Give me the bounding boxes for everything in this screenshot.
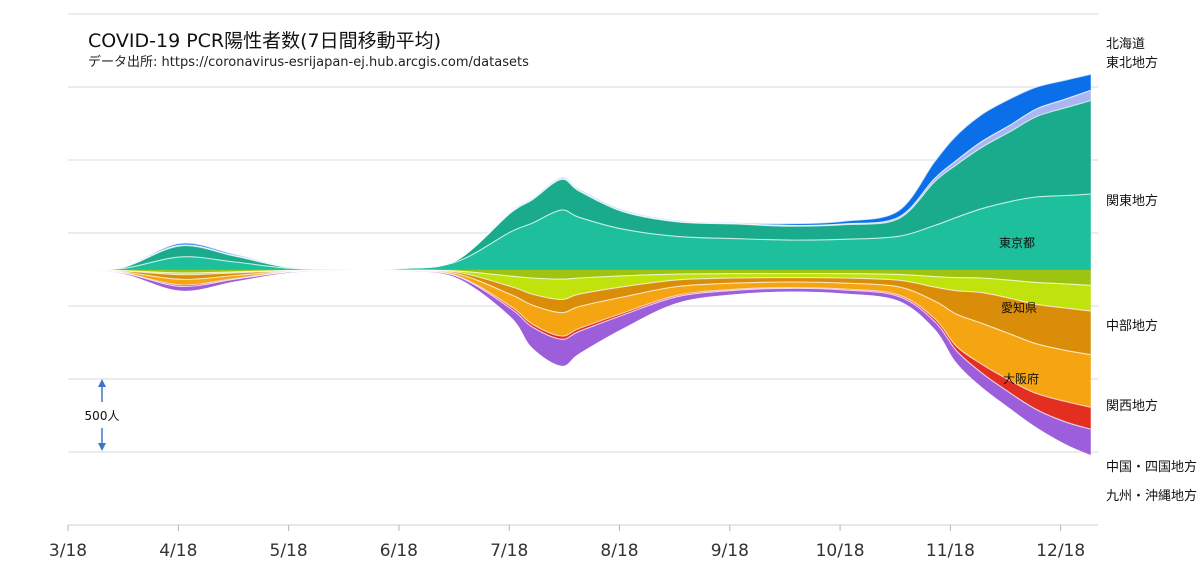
region-label: 東北地方 [1106, 55, 1158, 71]
x-tick-label: 4/18 [159, 541, 197, 561]
series-areas [67, 74, 1091, 456]
x-tick-label: 9/18 [711, 541, 749, 561]
x-tick-label: 8/18 [600, 541, 638, 561]
x-tick-label: 12/18 [1036, 541, 1085, 561]
x-tick-label: 6/18 [380, 541, 418, 561]
boundary-top-0 [67, 193, 1091, 271]
scale-arrow-up-icon [98, 379, 106, 387]
region-label: 関西地方 [1106, 398, 1158, 414]
inner-label: 愛知県 [1001, 301, 1037, 315]
inner-label: 大阪府 [1003, 371, 1039, 386]
chart-title: COVID-19 PCR陽性者数(7日間移動平均) [88, 30, 442, 52]
boundary-top-3 [67, 73, 1091, 271]
region-label: 関東地方 [1106, 193, 1158, 209]
x-tick-label: 10/18 [816, 541, 865, 561]
series-boundaries [67, 73, 1091, 430]
region-label: 北海道 [1106, 37, 1145, 52]
scale-indicator: 500人 [85, 379, 120, 451]
inner-label: 東京都 [999, 236, 1035, 250]
boundary-bottom-4 [67, 269, 1091, 430]
x-tick-label: 3/18 [49, 541, 87, 561]
boundary-bottom-1 [67, 269, 1091, 312]
region-label: 九州・沖縄地方 [1106, 488, 1197, 504]
boundary-bottom-2 [67, 269, 1091, 356]
x-axis: 3/18 4/18 5/18 6/18 7/18 8/18 9/18 10/18 11/18 12… [49, 524, 1098, 561]
scale-arrow-down-icon [98, 443, 106, 451]
region-label: 中部地方 [1106, 318, 1158, 334]
x-tick-label: 5/18 [270, 541, 308, 561]
x-tick-label: 7/18 [490, 541, 528, 561]
x-tick-label: 11/18 [926, 541, 975, 561]
chart-subtitle: データ出所: https://coronavirus-esrijapan-ej.… [88, 55, 529, 70]
region-label: 中国・四国地方 [1106, 459, 1197, 475]
scale-annotation: 500人 [85, 409, 120, 423]
